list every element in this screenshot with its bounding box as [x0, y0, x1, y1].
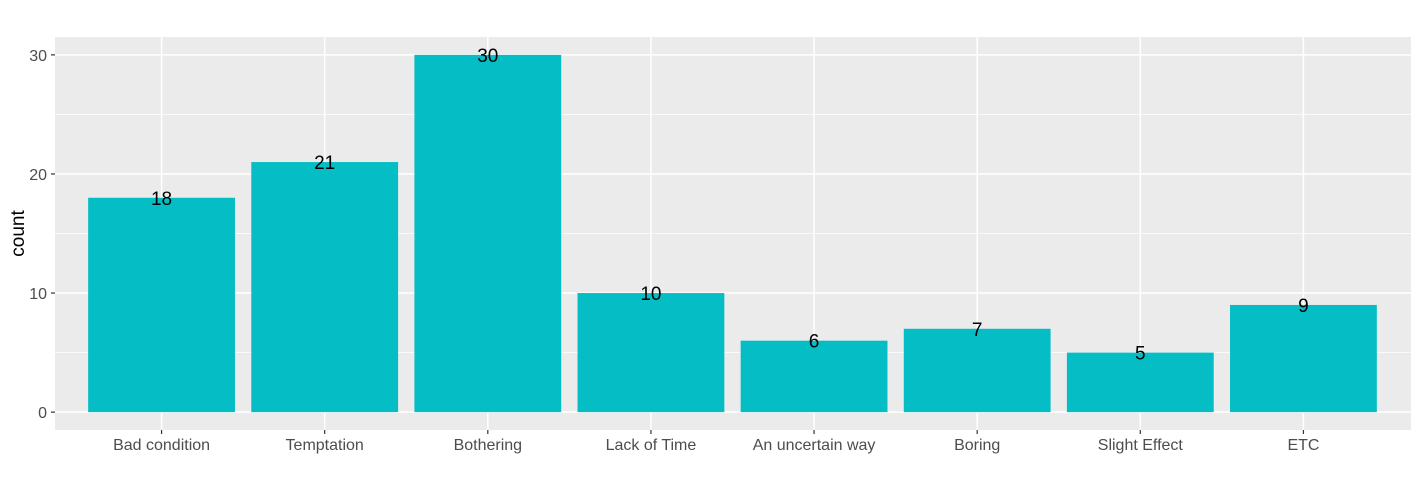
data-label: 9 — [1298, 296, 1309, 317]
y-tick-label: 10 — [29, 286, 47, 303]
data-label: 7 — [972, 320, 983, 341]
x-tick-label: An uncertain way — [753, 437, 876, 454]
x-tick-label: Boring — [954, 437, 1000, 454]
data-label: 21 — [314, 153, 335, 174]
bar — [1230, 304, 1377, 413]
bar — [251, 162, 399, 413]
data-label: 6 — [809, 332, 820, 353]
data-label: 30 — [477, 46, 498, 67]
bar — [414, 54, 562, 413]
x-tick-label: Bad condition — [113, 437, 210, 454]
bar — [88, 197, 235, 413]
y-tick-label: 30 — [29, 48, 47, 65]
x-tick-label: Temptation — [286, 437, 364, 454]
bar — [740, 340, 888, 413]
bars — [88, 54, 1377, 413]
y-tick-label: 20 — [29, 167, 47, 184]
x-tick-label: Slight Effect — [1098, 437, 1184, 454]
x-axis: Bad condition Temptation Bothering Lack of … — [113, 430, 1319, 454]
data-labels: 18 21 30 10 6 7 5 9 — [151, 46, 1309, 365]
y-tick-label: 0 — [38, 405, 47, 422]
bar — [903, 328, 1051, 413]
data-label: 5 — [1135, 344, 1146, 365]
y-axis: 0 10 20 30 — [29, 48, 55, 422]
bar — [1066, 352, 1214, 413]
data-label: 10 — [640, 284, 661, 305]
data-label: 18 — [151, 189, 172, 210]
bar — [577, 293, 725, 413]
x-tick-label: ETC — [1287, 437, 1319, 454]
x-tick-label: Bothering — [454, 437, 523, 454]
x-tick-label: Lack of Time — [606, 437, 697, 454]
y-axis-title: count — [8, 210, 29, 257]
